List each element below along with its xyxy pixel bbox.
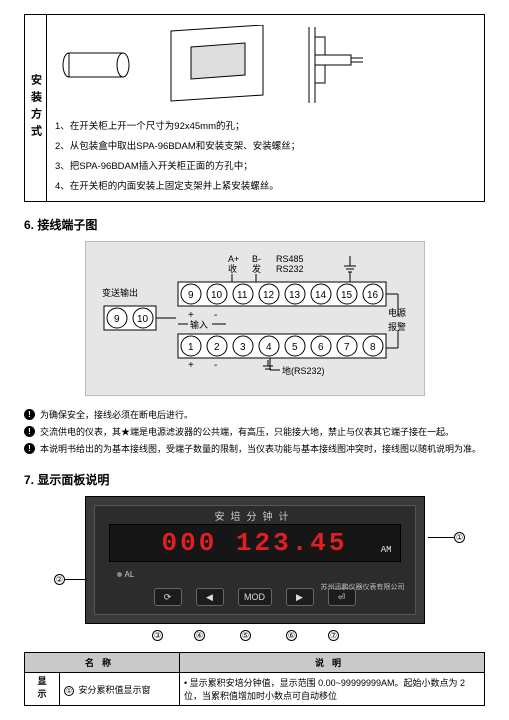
lbl-tx: 发 xyxy=(252,263,261,274)
svg-text:11: 11 xyxy=(237,290,248,301)
lbl-out: 变送输出 xyxy=(102,287,138,298)
terminal-diagram: A+ B- RS485 收 发 RS232 变送输出 xyxy=(85,241,425,396)
table-row: 显示 ① 安分累积值显示窗 • 显示累积安培分钟值，显示范围 0.00~9999… xyxy=(25,673,485,706)
lcd-unit: AM xyxy=(381,545,392,555)
warning-item: ! 为确保安全，接线必须在断电后进行。 xyxy=(24,406,485,423)
svg-text:9: 9 xyxy=(114,314,120,325)
warning-text: 交流供电的仪表，其★端是电源滤波器的公共端，有高压，只能接大地，禁止与仪表其它端… xyxy=(40,425,454,438)
warning-text: 本说明书给出的为基本接线图，受端子数量的限制，当仪表功能与基本接线图冲突时，接线… xyxy=(40,442,481,455)
svg-text:-: - xyxy=(214,310,217,321)
cell-desc: • 显示累积安培分钟值，显示范围 0.00~99999999AM。起始小数点为 … xyxy=(180,673,485,706)
svg-text:8: 8 xyxy=(370,342,376,353)
al-indicator: AL xyxy=(117,570,135,579)
lcd-display: 000 123.45 AM xyxy=(109,524,401,562)
install-step: 4、在开关柜的内面安装上固定支架并上紧安装螺丝。 xyxy=(55,175,476,195)
panel-table: 名称 说明 显示 ① 安分累积值显示窗 • 显示累积安培分钟值，显示范围 0.0… xyxy=(24,652,485,706)
row-group-title: 显示 xyxy=(25,673,60,706)
cell-name-text: 安分累积值显示窗 xyxy=(79,685,151,695)
warning-item: ! 交流供电的仪表，其★端是电源滤波器的公共端，有高压，只能接大地，禁止与仪表其它… xyxy=(24,423,485,440)
svg-text:4: 4 xyxy=(266,342,272,353)
install-step: 2、从包装盒中取出SPA-96BDAM和安装支架、安装螺丝； xyxy=(55,135,476,155)
install-steps: 1、在开关柜上开一个尺寸为92x45mm的孔； 2、从包装盒中取出SPA-96B… xyxy=(55,115,476,195)
svg-text:9: 9 xyxy=(188,290,194,301)
svg-text:16: 16 xyxy=(367,290,379,301)
panel-hole-icon xyxy=(163,25,273,105)
svg-text:2: 2 xyxy=(214,342,220,353)
warn-bullet-icon: ! xyxy=(24,443,35,454)
al-label: AL xyxy=(125,570,135,579)
callout-4: ④ xyxy=(194,630,205,641)
warning-text: 为确保安全，接线必须在断电后进行。 xyxy=(40,408,193,421)
cell-desc-text: 显示累积安培分钟值，显示范围 0.00~99999999AM。起始小数点为 2 … xyxy=(184,678,465,701)
cylinder-icon xyxy=(59,47,139,83)
svg-text:14: 14 xyxy=(315,290,327,301)
mod-button[interactable]: MOD xyxy=(238,588,272,606)
warning-item: ! 本说明书给出的为基本接线图，受端子数量的限制，当仪表功能与基本接线图冲突时，接… xyxy=(24,440,485,457)
svg-text:+: + xyxy=(188,360,194,371)
terminal-svg: A+ B- RS485 收 发 RS232 变送输出 xyxy=(100,252,412,382)
brand-label: 苏州迅鹏仪器仪表有限公司 xyxy=(321,582,405,592)
svg-text:12: 12 xyxy=(263,290,275,301)
panel-figure: 安培分钟计 000 123.45 AM AL ⟳ ◀ MOD ▶ ⏎ 苏州迅鹏仪… xyxy=(24,496,485,624)
lbl-rx: 收 xyxy=(228,263,237,274)
svg-text:5: 5 xyxy=(292,342,298,353)
svg-text:1: 1 xyxy=(188,342,194,353)
svg-text:6: 6 xyxy=(318,342,324,353)
table-head-row: 名称 说明 xyxy=(25,653,485,673)
th-name: 名称 xyxy=(25,653,180,673)
callout-3: ③ xyxy=(152,630,163,641)
right-button[interactable]: ▶ xyxy=(286,588,314,606)
lbl-rs232: RS232 xyxy=(276,264,304,274)
svg-text:-: - xyxy=(214,360,217,371)
callout-6: ⑥ xyxy=(286,630,297,641)
install-sidebar-label: 安装方式 xyxy=(25,15,47,201)
lbl-ground: 地(RS232) xyxy=(282,365,325,376)
lcd-value: 000 123.45 xyxy=(161,528,347,558)
warn-bullet-icon: ! xyxy=(24,426,35,437)
lbl-a-plus: A+ xyxy=(228,254,239,264)
callout-7: ⑦ xyxy=(328,630,339,641)
callout-5: ⑤ xyxy=(240,630,251,641)
al-dot-icon xyxy=(117,572,122,577)
svg-text:3: 3 xyxy=(240,342,246,353)
bracket-icon xyxy=(297,25,367,105)
section-6-title: 6. 接线端子图 xyxy=(24,216,485,233)
install-body: 1、在开关柜上开一个尺寸为92x45mm的孔； 2、从包装盒中取出SPA-96B… xyxy=(47,15,484,201)
lbl-power: 电源 xyxy=(388,307,406,318)
install-step: 1、在开关柜上开一个尺寸为92x45mm的孔； xyxy=(55,115,476,135)
svg-text:15: 15 xyxy=(341,290,353,301)
lbl-b-minus: B- xyxy=(252,254,261,264)
install-step: 3、把SPA-96BDAM插入开关柜正面的方孔中； xyxy=(55,155,476,175)
lcd-title: 安培分钟计 xyxy=(95,508,415,523)
warning-list: ! 为确保安全，接线必须在断电后进行。 ! 交流供电的仪表，其★端是电源滤波器的公共… xyxy=(24,406,485,457)
meter-panel: 安培分钟计 000 123.45 AM AL ⟳ ◀ MOD ▶ ⏎ 苏州迅鹏仪… xyxy=(85,496,425,624)
section-7-title: 7. 显示面板说明 xyxy=(24,471,485,488)
svg-text:10: 10 xyxy=(211,290,223,301)
cell-name: ① 安分累积值显示窗 xyxy=(60,673,180,706)
reset-button[interactable]: ⟳ xyxy=(154,588,182,606)
install-diagram xyxy=(55,21,476,115)
left-button[interactable]: ◀ xyxy=(196,588,224,606)
callout-1: ① xyxy=(428,532,465,543)
lbl-rs485: RS485 xyxy=(276,254,304,264)
svg-text:+: + xyxy=(188,310,194,321)
svg-text:10: 10 xyxy=(137,314,149,325)
svg-text:7: 7 xyxy=(344,342,350,353)
svg-text:13: 13 xyxy=(289,290,301,301)
th-desc: 说明 xyxy=(180,653,485,673)
install-section: 安装方式 xyxy=(24,14,485,202)
warn-bullet-icon: ! xyxy=(24,409,35,420)
callout-2: ② xyxy=(54,574,87,585)
lbl-alarm: 报警 xyxy=(388,321,406,332)
